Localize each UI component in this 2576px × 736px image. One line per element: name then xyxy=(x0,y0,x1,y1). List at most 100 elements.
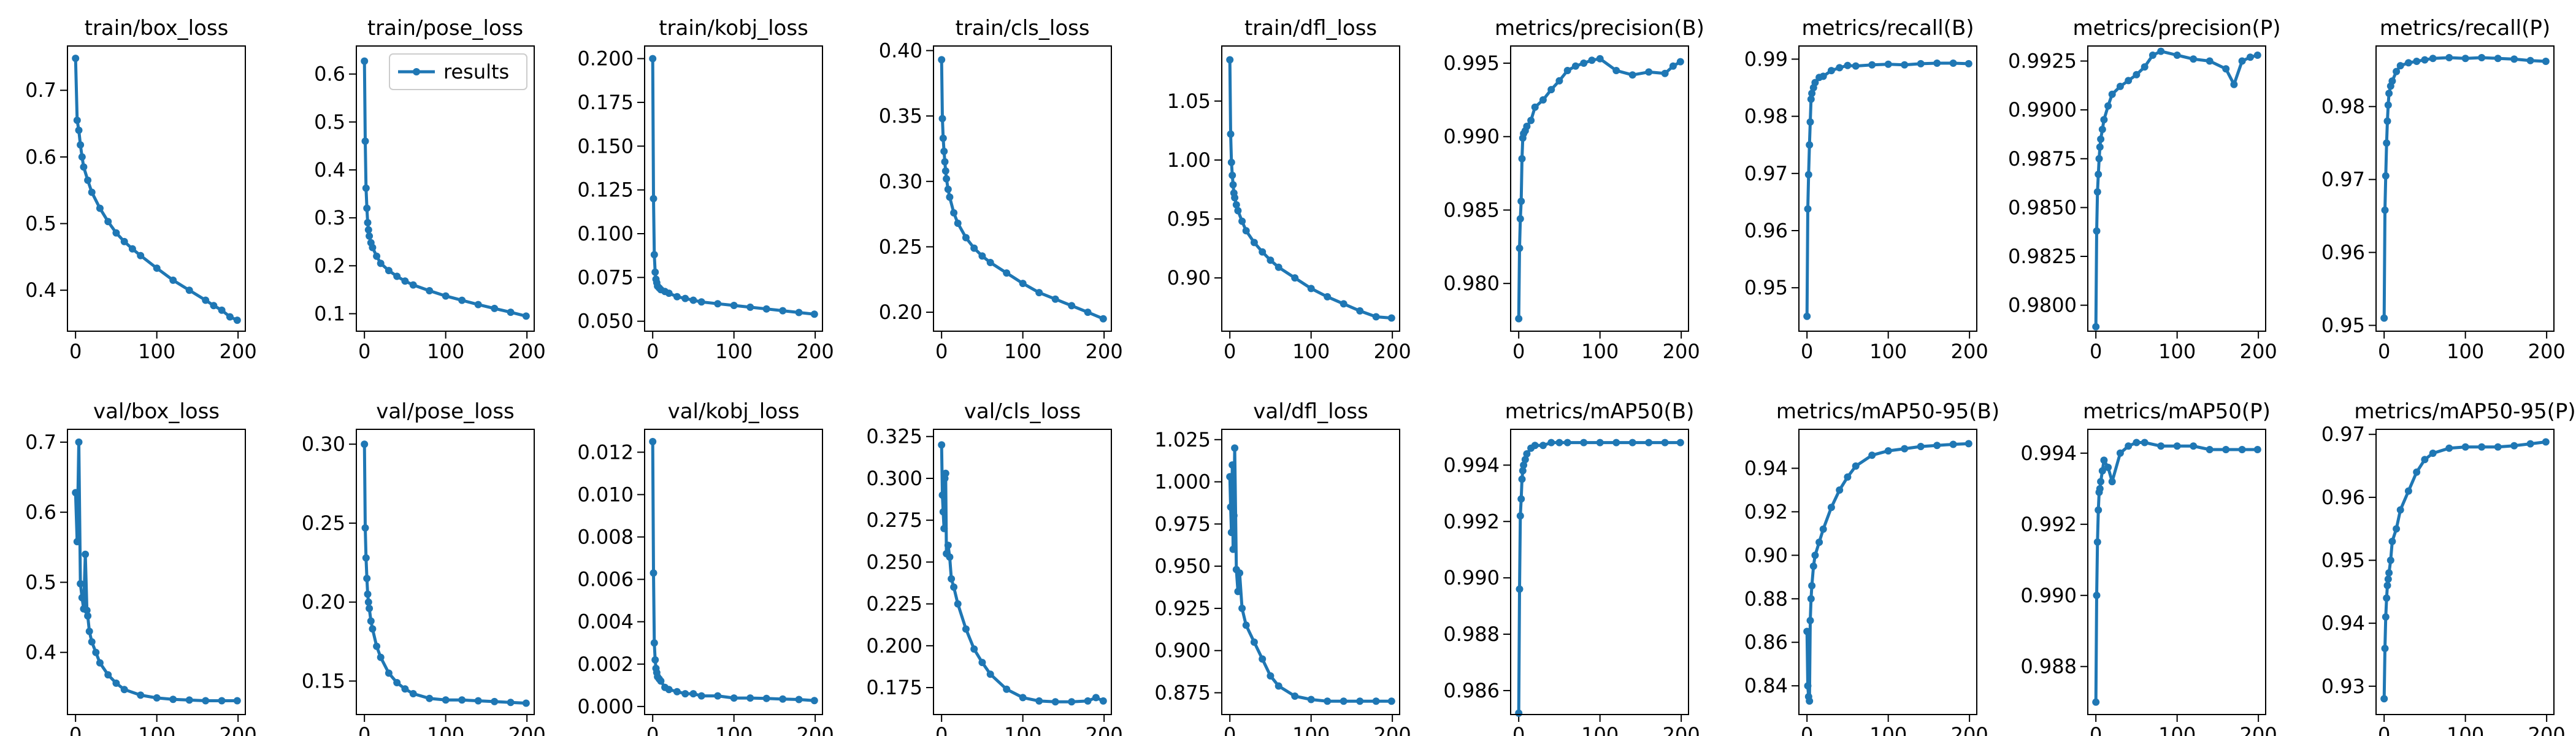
data-point xyxy=(2222,446,2230,453)
plot-frame xyxy=(933,45,1112,332)
data-point xyxy=(202,296,210,304)
data-point xyxy=(1612,439,1620,447)
data-point xyxy=(938,56,946,64)
data-point xyxy=(2222,65,2230,73)
plot-frame xyxy=(644,45,823,332)
data-point xyxy=(1234,588,1242,596)
y-tick-label: 0.97 xyxy=(2321,423,2365,446)
data-point xyxy=(137,251,145,259)
chart-panel: val/dfl_loss 0 100 200 0.875 0.900 0.925 0.950 0… xyxy=(1154,399,1411,736)
data-point xyxy=(1068,698,1076,706)
x-tick-label: 0 xyxy=(935,340,948,363)
data-point xyxy=(491,304,499,312)
series-line xyxy=(1805,61,1971,318)
data-point xyxy=(2104,102,2112,110)
data-point xyxy=(77,580,85,588)
data-point xyxy=(746,303,754,311)
data-point xyxy=(649,438,657,445)
data-point xyxy=(233,697,241,705)
data-point xyxy=(954,220,962,227)
data-point xyxy=(1808,582,1816,589)
data-point xyxy=(1356,307,1364,315)
data-point xyxy=(1539,442,1547,450)
y-tick-label: 0.95 xyxy=(2321,313,2365,337)
data-point xyxy=(2396,506,2404,514)
data-point xyxy=(364,226,372,234)
x-tick-label: 0 xyxy=(646,723,659,736)
series-line xyxy=(940,58,1105,321)
data-point xyxy=(944,185,952,193)
data-point xyxy=(77,141,85,149)
data-point xyxy=(2141,63,2149,71)
data-point xyxy=(1827,504,1835,512)
data-point xyxy=(72,489,80,497)
y-tick-label: 1.000 xyxy=(1154,470,1211,494)
series-line xyxy=(2094,441,2260,704)
y-tick-label: 0.9925 xyxy=(2008,50,2077,73)
data-point xyxy=(1227,503,1235,511)
data-point xyxy=(1229,181,1237,189)
data-point xyxy=(458,296,466,304)
data-point xyxy=(1307,285,1315,293)
data-point xyxy=(1340,300,1347,308)
x-tick-label: 0 xyxy=(2090,340,2102,363)
data-point xyxy=(2093,538,2101,546)
data-point xyxy=(939,134,947,142)
data-point xyxy=(689,690,697,698)
y-tick-label: 0.6 xyxy=(314,63,345,86)
chart-title: metrics/precision(P) xyxy=(2072,16,2280,40)
data-point xyxy=(2095,155,2103,163)
data-point xyxy=(364,598,372,606)
data-point xyxy=(2461,443,2469,451)
data-point xyxy=(940,147,948,155)
x-tick-label: 200 xyxy=(1663,340,1700,363)
data-point xyxy=(1844,61,1852,69)
data-point xyxy=(1229,461,1236,469)
data-point xyxy=(84,176,92,184)
data-point xyxy=(2388,77,2396,85)
data-point xyxy=(2116,82,2124,90)
data-point xyxy=(1238,217,1246,225)
data-point xyxy=(1580,439,1588,447)
data-point xyxy=(474,301,482,309)
data-point xyxy=(2108,90,2116,98)
data-point xyxy=(2384,101,2392,109)
data-point xyxy=(2383,117,2391,125)
data-point xyxy=(650,251,658,259)
series-line xyxy=(362,442,528,705)
data-point xyxy=(366,232,374,240)
data-point xyxy=(697,298,705,306)
data-point xyxy=(73,538,81,546)
data-point xyxy=(1628,71,1636,79)
data-point xyxy=(2396,62,2404,70)
data-point xyxy=(1808,90,1816,98)
x-tick-label: 0 xyxy=(1224,340,1236,363)
data-point xyxy=(2385,569,2393,577)
data-point xyxy=(1515,709,1523,717)
chart-title: metrics/precision(B) xyxy=(1495,16,1704,40)
data-point xyxy=(1234,207,1242,215)
data-point xyxy=(1531,103,1539,111)
data-point xyxy=(941,167,949,175)
y-tick-label: 0.4 xyxy=(25,641,56,664)
data-point xyxy=(1324,293,1332,301)
x-tick-label: 0 xyxy=(1801,723,1813,736)
data-point xyxy=(2380,695,2388,703)
data-point xyxy=(1809,562,1817,570)
data-point xyxy=(1555,439,1563,447)
y-tick-label: 0.1 xyxy=(314,302,345,325)
data-point xyxy=(657,677,665,685)
y-tick-label: 1.025 xyxy=(1154,428,1211,451)
data-point xyxy=(361,137,369,145)
series-line xyxy=(651,440,816,702)
data-point xyxy=(2386,556,2394,564)
data-point xyxy=(2093,591,2101,599)
data-point xyxy=(1806,616,1814,624)
chart-panel: metrics/recall(P) 0 100 200 0.95 0.96 0.97 0.98 xyxy=(2321,16,2566,363)
data-point xyxy=(1588,56,1596,64)
data-point xyxy=(369,243,377,251)
data-point xyxy=(1884,60,1892,68)
chart-title: metrics/mAP50-95(P) xyxy=(2354,399,2575,424)
data-point xyxy=(1949,440,1957,448)
x-tick-label: 100 xyxy=(138,723,175,736)
